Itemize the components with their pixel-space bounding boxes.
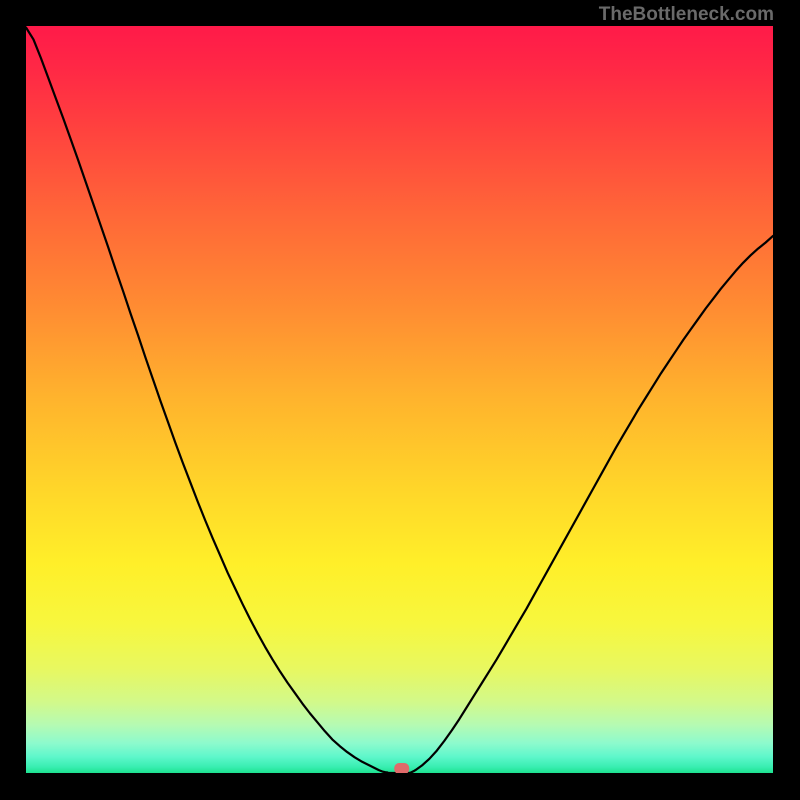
chart-container: TheBottleneck.com: [0, 0, 800, 800]
plot-area: [26, 26, 773, 773]
plot-background-gradient: [26, 26, 773, 773]
watermark-text: TheBottleneck.com: [599, 4, 774, 26]
